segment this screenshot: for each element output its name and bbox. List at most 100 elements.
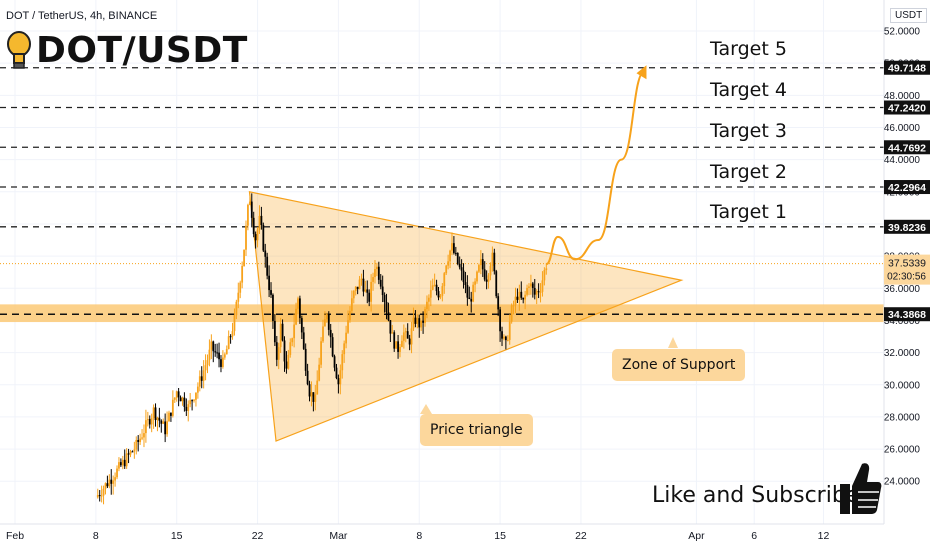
candle-body bbox=[483, 269, 486, 280]
candle-body bbox=[514, 296, 517, 306]
candle-body bbox=[447, 261, 450, 266]
candle-body bbox=[493, 252, 496, 272]
candle-body bbox=[320, 341, 322, 365]
y-tick-label: 52.0000 bbox=[884, 27, 921, 38]
candle-body bbox=[424, 309, 426, 323]
y-tick-label: 36.0000 bbox=[884, 284, 921, 295]
price-tag-label: 47.2420 bbox=[888, 103, 926, 115]
candle-body bbox=[489, 265, 492, 276]
candle-body bbox=[220, 359, 222, 367]
candle-body bbox=[312, 392, 315, 402]
x-tick-label: 8 bbox=[416, 530, 422, 542]
currency-label[interactable]: USDT bbox=[890, 8, 928, 23]
candle-body bbox=[374, 269, 376, 278]
candle-body bbox=[391, 332, 394, 334]
candle-body bbox=[474, 281, 476, 285]
candle-body bbox=[533, 287, 536, 295]
candle-body bbox=[185, 406, 188, 411]
candle-body bbox=[195, 392, 197, 400]
candle-body bbox=[416, 318, 419, 324]
candle-body bbox=[254, 234, 257, 241]
y-tick-label: 24.0000 bbox=[884, 477, 921, 488]
candle-body bbox=[285, 361, 288, 369]
candle-body bbox=[162, 421, 165, 424]
candle-body bbox=[499, 309, 501, 332]
candle-body bbox=[100, 495, 103, 497]
candle-body bbox=[218, 352, 220, 360]
candle-body bbox=[404, 331, 407, 333]
candle-body bbox=[314, 394, 317, 402]
candle-body bbox=[110, 479, 113, 484]
candle-body bbox=[114, 477, 116, 481]
y-tick-label: 34.0000 bbox=[884, 316, 921, 327]
candle-body bbox=[337, 378, 340, 385]
price-tag bbox=[884, 180, 930, 195]
candle-body bbox=[287, 354, 290, 369]
candle-body bbox=[360, 278, 363, 280]
candle-body bbox=[187, 404, 190, 411]
countdown-label: 02:30:56 bbox=[887, 272, 926, 283]
candle-body bbox=[379, 279, 382, 287]
support-bubble-pointer bbox=[668, 337, 678, 348]
candle-body bbox=[98, 495, 101, 497]
chart-title: DOT/USDT bbox=[36, 30, 248, 71]
candle-body bbox=[497, 296, 500, 310]
candle-body bbox=[297, 298, 299, 309]
candle-body bbox=[150, 418, 153, 425]
candle-body bbox=[528, 286, 530, 288]
candle-body bbox=[212, 341, 215, 352]
candle-body bbox=[112, 480, 115, 484]
candle-body bbox=[506, 339, 509, 341]
price-triangle-bubble: Price triangle bbox=[420, 414, 533, 446]
candle-body bbox=[225, 349, 228, 355]
candle-body bbox=[410, 328, 413, 345]
candle-body bbox=[331, 337, 334, 357]
x-tick-label: Feb bbox=[6, 530, 24, 542]
candle-body bbox=[543, 270, 546, 281]
like-subscribe-text: Like and Subscribe bbox=[652, 483, 860, 508]
candle-body bbox=[478, 265, 480, 272]
candle-body bbox=[223, 354, 226, 358]
candle-body bbox=[300, 318, 303, 333]
candle-body bbox=[397, 341, 399, 352]
candle-body bbox=[118, 462, 120, 469]
y-tick-label: 32.0000 bbox=[884, 348, 921, 359]
candle-body bbox=[495, 271, 498, 297]
candle-body bbox=[362, 278, 365, 292]
candle-body bbox=[104, 483, 107, 489]
candle-body bbox=[258, 215, 261, 230]
price-triangle bbox=[248, 191, 684, 442]
candle-body bbox=[520, 291, 523, 298]
candles bbox=[96, 193, 548, 505]
candle-body bbox=[345, 332, 347, 344]
candle-body bbox=[526, 287, 528, 295]
candle-body bbox=[146, 419, 149, 421]
candle-body bbox=[368, 292, 371, 302]
x-tick-label: 6 bbox=[751, 530, 757, 542]
candle-body bbox=[166, 421, 168, 435]
price-tag-label: 34.3868 bbox=[888, 309, 926, 321]
candle-body bbox=[198, 376, 201, 387]
candle-body bbox=[479, 259, 482, 266]
candle-body bbox=[377, 266, 380, 280]
candle-body bbox=[433, 284, 436, 286]
price-tag-label: 44.7692 bbox=[888, 142, 926, 154]
target-2-label: Target 2 bbox=[710, 161, 787, 183]
candle-body bbox=[108, 479, 111, 487]
y-tick-label: 48.0000 bbox=[884, 91, 921, 102]
candle-body bbox=[512, 305, 515, 307]
price-tag bbox=[884, 100, 930, 115]
candle-body bbox=[208, 349, 211, 361]
candle-body bbox=[335, 367, 338, 379]
x-tick-label: 8 bbox=[93, 530, 99, 542]
candle-body bbox=[289, 342, 292, 355]
candle-body bbox=[200, 376, 203, 381]
candle-body bbox=[504, 336, 507, 341]
x-axis-ticks: Feb 8 15 22 Mar 8 15 22 Apr 6 12 bbox=[6, 530, 830, 542]
y-tick-label: 44.0000 bbox=[884, 155, 921, 166]
candle-body bbox=[535, 291, 538, 295]
target-5-label: Target 5 bbox=[710, 38, 787, 60]
candle-body bbox=[481, 259, 484, 270]
support-zone-bubble: Zone of Support bbox=[612, 349, 746, 381]
